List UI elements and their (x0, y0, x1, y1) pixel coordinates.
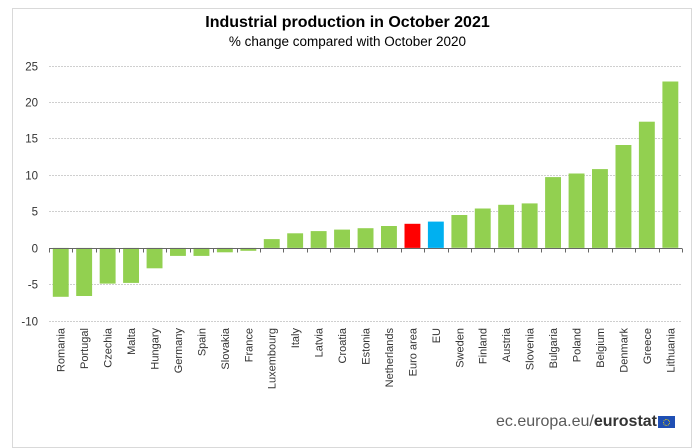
bar-germany (170, 247, 186, 256)
x-tick-label: Lithuania (665, 327, 677, 373)
x-tick-label: Portugal (79, 328, 91, 369)
bar-bulgaria (545, 177, 561, 248)
y-tick-label: -10 (21, 317, 38, 329)
eu-flag-icon (658, 416, 675, 428)
x-tick-label: Italy (290, 328, 302, 349)
bar-luxembourg (263, 239, 280, 248)
x-tick-label: Slovakia (220, 327, 232, 369)
bar-croatia (334, 229, 350, 248)
x-axis-labels: Romania Portugal Czechia Malta Hungary German… (56, 327, 678, 389)
x-tick-label: Germany (173, 328, 185, 374)
x-tick-label: Slovenia (525, 327, 537, 370)
source-url-prefix: ec.europa.eu/ (496, 413, 594, 430)
source-brand: eurostat (593, 413, 657, 430)
bar-belgium (592, 169, 608, 248)
x-tick-label: Luxembourg (267, 328, 279, 389)
y-axis-ticks: 25 20 15 10 5 0 -5 -10 (21, 62, 38, 329)
x-tick-label: Croatia (337, 327, 349, 363)
x-tick-label: Latvia (314, 327, 326, 357)
x-tick-label: Spain (196, 328, 208, 356)
x-tick-label: Estonia (361, 327, 373, 365)
y-tick-label: 25 (25, 62, 38, 74)
bar-portugal (76, 247, 93, 296)
x-tick-label: Austria (501, 327, 513, 362)
x-tick-label: Hungary (150, 328, 162, 370)
gridlines (49, 66, 682, 322)
x-tick-label: Netherlands (384, 328, 396, 388)
bar-czechia (99, 247, 116, 284)
y-tick-label: 15 (25, 134, 38, 146)
x-tick-label: Bulgaria (548, 327, 560, 368)
bar-eu (427, 221, 444, 248)
x-tick-label: Denmark (618, 328, 630, 373)
chart-subtitle: % change compared with October 2020 (228, 34, 467, 49)
x-tick-label: Finland (478, 328, 490, 364)
source-footer: ec.europa.eu/eurostat (496, 413, 675, 431)
x-tick-label: Czechia (103, 327, 115, 368)
bar-hungary (146, 247, 163, 269)
chart-title: Industrial production in October 2021 (205, 14, 490, 31)
x-tick-label: Malta (126, 327, 138, 355)
bar-euro-area (404, 223, 421, 248)
bar-france (240, 247, 257, 251)
bar-greece (638, 121, 655, 248)
x-tick-label: France (243, 328, 255, 362)
x-tick-label: Greece (642, 328, 654, 364)
bar-austria (498, 204, 515, 248)
bar-poland (568, 173, 585, 248)
bar-italy (287, 233, 304, 248)
y-tick-label: 0 (32, 244, 38, 256)
bar-latvia (310, 231, 327, 248)
y-tick-label: 5 (32, 207, 38, 219)
bar-malta (123, 247, 139, 283)
bar-romania (52, 247, 69, 297)
bar-slovakia (216, 247, 233, 253)
y-tick-label: 10 (25, 171, 38, 183)
y-tick-label: -5 (28, 280, 38, 292)
x-axis (49, 248, 683, 253)
bars (52, 81, 679, 297)
x-tick-label: Romania (56, 327, 68, 372)
y-tick-label: 20 (25, 98, 38, 110)
bar-slovenia (521, 203, 538, 248)
bar-lithuania (662, 81, 679, 248)
bar-finland (474, 208, 491, 248)
x-tick-label: Euro area (407, 327, 419, 376)
bar-chart: 25 20 15 10 5 0 -5 -10 Romania Portugal Czechia Ma… (21, 62, 683, 389)
x-tick-label: Sweden (454, 328, 466, 368)
bar-netherlands (381, 226, 397, 248)
bar-estonia (357, 228, 374, 248)
x-tick-label: EU (431, 328, 443, 343)
x-tick-label: Poland (572, 328, 584, 362)
x-tick-label: Belgium (595, 328, 607, 368)
bar-sweden (451, 215, 468, 248)
bar-spain (193, 247, 210, 256)
bar-denmark (615, 145, 632, 248)
